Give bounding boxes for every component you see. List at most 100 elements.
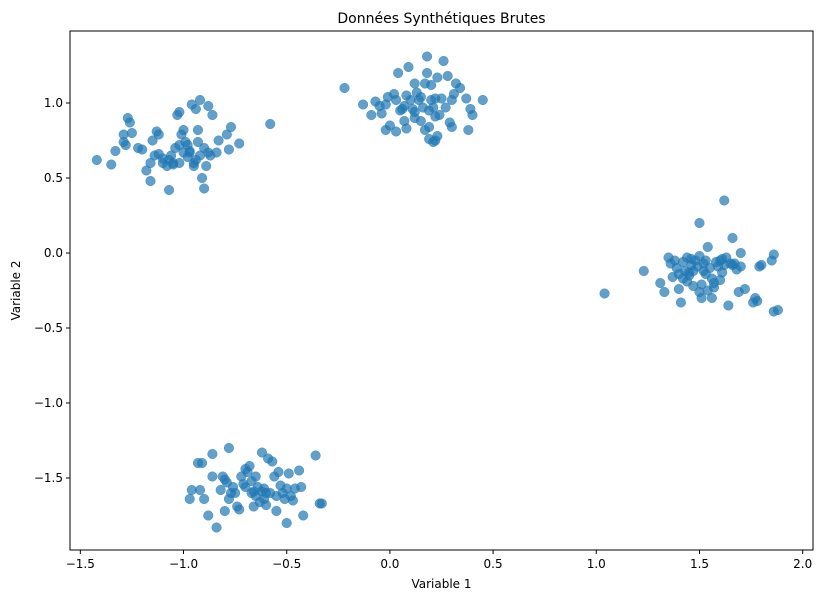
scatter-point xyxy=(207,448,218,460)
scatter-point xyxy=(339,82,350,94)
scatter-point xyxy=(184,493,195,505)
scatter-point xyxy=(287,495,298,506)
scatter-point xyxy=(694,217,705,229)
scatter-point xyxy=(294,465,305,476)
scatter-point xyxy=(176,129,187,140)
scatter-point xyxy=(432,72,443,83)
scatter-point xyxy=(715,274,726,286)
chart-title: Données Synthétiques Brutes xyxy=(337,11,545,27)
scatter-point xyxy=(256,447,267,458)
scatter-point xyxy=(415,91,426,103)
y-tick-label: −1.5 xyxy=(34,471,63,485)
scatter-point xyxy=(151,126,162,137)
x-tick-label: 0.0 xyxy=(380,557,399,571)
scatter-point xyxy=(675,297,686,308)
scatter-point xyxy=(638,265,649,277)
scatter-point xyxy=(702,241,713,253)
scatter-point xyxy=(246,487,257,499)
scatter-point xyxy=(426,79,437,91)
x-tick-label: 1.0 xyxy=(587,557,606,571)
scatter-point xyxy=(120,139,131,151)
scatter-point xyxy=(174,106,185,118)
scatter-point xyxy=(430,93,441,104)
scatter-point xyxy=(188,160,199,172)
x-axis-label: Variable 1 xyxy=(411,577,471,591)
scatter-point xyxy=(267,456,278,467)
scatter-point xyxy=(110,145,121,157)
scatter-point xyxy=(403,61,414,73)
scatter-point xyxy=(448,88,459,100)
x-tick-label: 2.0 xyxy=(793,557,812,571)
scatter-point xyxy=(203,510,214,521)
scatter-point xyxy=(442,70,453,82)
scatter-point xyxy=(727,232,738,244)
scatter-point xyxy=(477,94,488,106)
scatter-point xyxy=(424,133,435,145)
scatter-point xyxy=(194,484,206,496)
scatter-point xyxy=(694,286,705,298)
scatter-point xyxy=(207,109,218,121)
scatter-point xyxy=(199,493,210,505)
scatter-point xyxy=(281,517,292,529)
scatter-point xyxy=(422,67,433,79)
plot-frame xyxy=(69,30,814,551)
scatter-point xyxy=(719,195,730,206)
y-tick-label: −0.5 xyxy=(34,321,63,335)
scatter-point xyxy=(234,504,245,515)
scatter-point xyxy=(197,172,208,184)
scatter-point xyxy=(244,460,255,472)
scatter-point xyxy=(147,135,158,146)
scatter-point xyxy=(599,288,610,299)
scatter-point xyxy=(126,127,137,139)
scatter-point xyxy=(700,255,711,266)
x-tick-label: 1.5 xyxy=(690,557,709,571)
scatter-point xyxy=(684,270,695,281)
scatter-point xyxy=(201,160,212,172)
scatter-point xyxy=(199,183,210,194)
scatter-point xyxy=(673,283,684,295)
scatter-point xyxy=(752,295,763,307)
scatter-point xyxy=(440,102,451,113)
scatter-point xyxy=(376,108,387,119)
x-tick-label: 0.5 xyxy=(484,557,503,571)
scatter-point xyxy=(265,118,276,130)
scatter-point xyxy=(391,126,402,137)
y-tick-label: −1.0 xyxy=(34,396,63,410)
scatter-point xyxy=(197,457,208,469)
x-tick-label: −0.5 xyxy=(272,557,301,571)
y-tick-label: 0.0 xyxy=(44,246,63,260)
scatter-point xyxy=(118,129,129,140)
scatter-point xyxy=(213,135,224,146)
scatter-point xyxy=(316,498,327,509)
scatter-point xyxy=(384,120,395,131)
x-tick-label: −1.5 xyxy=(66,557,95,571)
scatter-point xyxy=(190,103,201,115)
scatter-point xyxy=(727,259,738,271)
y-tick-label: 0.5 xyxy=(44,171,63,185)
scatter-point xyxy=(157,153,168,164)
scatter-point xyxy=(772,304,783,316)
scatter-point xyxy=(223,442,234,454)
scatter-point xyxy=(124,117,135,128)
scatter-point xyxy=(168,157,179,169)
y-axis: −1.5 −1.0 −0.5 0.0 0.5 1.0 xyxy=(34,96,70,485)
scatter-point xyxy=(463,124,474,136)
scatter-point xyxy=(174,139,185,151)
scatter-point xyxy=(164,184,175,196)
scatter-point xyxy=(250,471,261,482)
scatter-point xyxy=(223,144,234,155)
scatter-point xyxy=(211,147,222,158)
scatter-point xyxy=(91,154,102,166)
scatter-point xyxy=(768,249,779,260)
scatter-point xyxy=(438,55,449,67)
scatter-point xyxy=(735,261,746,272)
scatter-point xyxy=(234,138,245,149)
scatter-point xyxy=(706,292,717,304)
scatter-point xyxy=(215,484,226,496)
scatter-point xyxy=(409,112,420,124)
x-tick-label: −1.0 xyxy=(169,557,198,571)
scatter-point xyxy=(424,121,435,133)
scatter-point xyxy=(261,487,272,499)
scatter-point xyxy=(283,468,294,479)
